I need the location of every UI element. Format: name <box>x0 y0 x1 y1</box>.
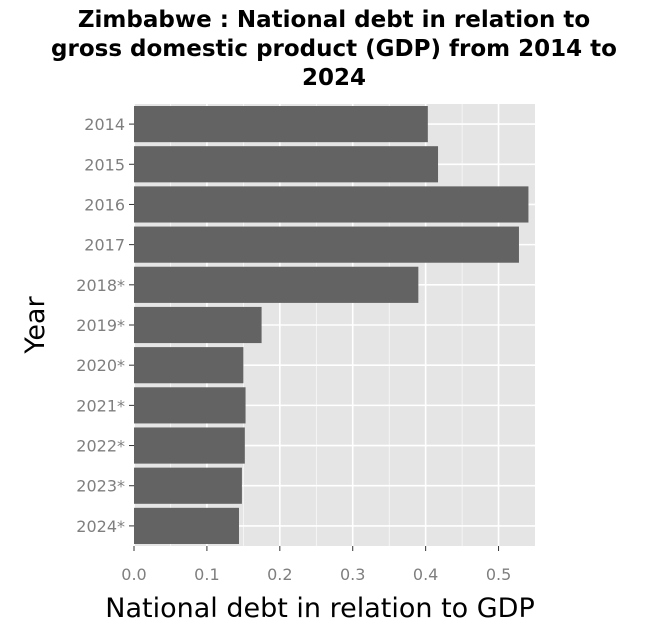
y-tick-label: 2024* <box>76 517 125 536</box>
bars <box>134 106 529 544</box>
y-tick-label: 2017 <box>84 236 125 255</box>
y-tick-label: 2020* <box>76 356 125 375</box>
chart-title-line: 2024 <box>301 65 366 91</box>
y-axis-label: Year <box>20 296 51 355</box>
bar-2023 <box>134 467 242 504</box>
bar-2020 <box>134 347 244 384</box>
y-tick-label: 2018* <box>76 276 125 295</box>
chart-title: Zimbabwe : National debt in relation to g… <box>0 6 668 93</box>
bar-2017 <box>134 226 519 263</box>
bar-2019 <box>134 306 262 344</box>
x-axis: 0.0 0.1 0.2 0.3 0.4 0.5 <box>121 546 511 584</box>
x-axis-label: National debt in relation to GDP <box>105 593 535 624</box>
x-tick-label: 0.3 <box>340 565 365 584</box>
bar-2018 <box>134 266 419 303</box>
chart-title-line: Zimbabwe : National debt in relation to <box>77 7 591 33</box>
bar-2021 <box>134 387 246 424</box>
y-tick-label: 2023* <box>76 477 125 496</box>
y-axis: 2014 2015 2016 2017 2018* 2019* 2020* 2021* 2022… <box>76 115 134 536</box>
bar-2015 <box>134 146 439 183</box>
bar-2022 <box>134 427 245 464</box>
x-tick-label: 0.4 <box>413 565 438 584</box>
x-tick-label: 0.1 <box>194 565 219 584</box>
y-tick-label: 2021* <box>76 396 125 415</box>
y-tick-label: 2015 <box>84 155 125 174</box>
y-tick-label: 2016 <box>84 195 125 214</box>
chart-title-line: gross domestic product (GDP) from 2014 t… <box>51 36 617 62</box>
x-tick-label: 0.5 <box>486 565 511 584</box>
x-tick-label: 0.0 <box>121 565 146 584</box>
y-tick-label: 2022* <box>76 437 125 456</box>
x-tick-label: 0.2 <box>267 565 292 584</box>
bar-2016 <box>134 186 529 223</box>
y-tick-label: 2014 <box>84 115 125 134</box>
bar-2024 <box>134 507 239 544</box>
y-tick-label: 2019* <box>76 316 125 335</box>
bar-2014 <box>134 106 428 143</box>
